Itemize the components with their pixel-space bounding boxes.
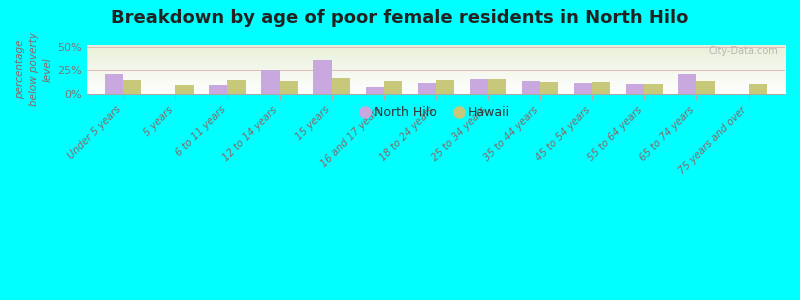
Bar xyxy=(488,79,506,94)
Bar xyxy=(418,83,436,94)
Bar xyxy=(279,81,298,94)
Bar xyxy=(175,85,194,94)
Bar xyxy=(644,84,662,94)
Bar xyxy=(227,80,246,94)
Bar xyxy=(592,82,610,94)
Bar xyxy=(123,80,142,94)
Text: City-Data.com: City-Data.com xyxy=(708,46,778,56)
Bar xyxy=(626,84,644,94)
Bar xyxy=(574,83,592,94)
Bar xyxy=(749,84,766,94)
Bar xyxy=(366,87,384,94)
Bar xyxy=(105,74,123,94)
Bar xyxy=(436,80,454,94)
Legend: North Hilo, Hawaii: North Hilo, Hawaii xyxy=(357,101,515,124)
Bar xyxy=(470,79,488,94)
Text: Breakdown by age of poor female residents in North Hilo: Breakdown by age of poor female resident… xyxy=(111,9,689,27)
Bar xyxy=(384,81,402,94)
Bar xyxy=(332,78,350,94)
Y-axis label: percentage
below poverty
level: percentage below poverty level xyxy=(15,32,53,106)
Bar xyxy=(210,85,227,94)
Bar xyxy=(262,70,279,94)
Bar xyxy=(314,60,332,94)
Bar xyxy=(697,81,714,94)
Bar xyxy=(522,81,540,94)
Bar xyxy=(678,74,697,94)
Bar xyxy=(540,82,558,94)
